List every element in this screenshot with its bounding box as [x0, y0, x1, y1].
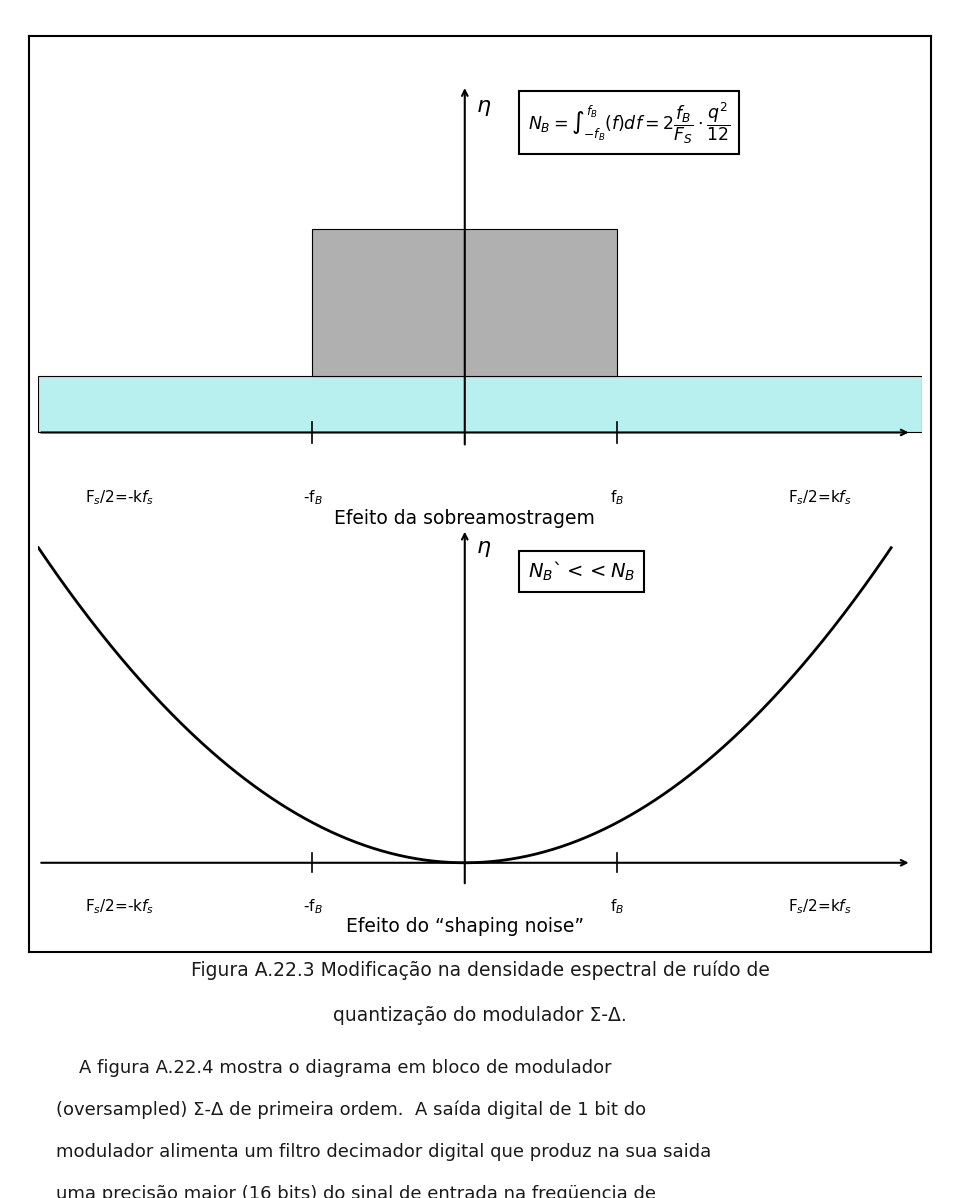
Text: modulador alimenta um filtro decimador digital que produz na sua saida: modulador alimenta um filtro decimador d…: [56, 1143, 711, 1161]
Text: F$_s$/2=k$f_s$: F$_s$/2=k$f_s$: [788, 489, 852, 507]
Text: f$_B$: f$_B$: [610, 489, 624, 507]
Text: $N_B = \int_{-f_B}^{f_B}(f)df = 2\dfrac{f_B}{F_S} \cdot \dfrac{q^2}{12}$: $N_B = \int_{-f_B}^{f_B}(f)df = 2\dfrac{…: [528, 101, 730, 146]
Text: $N_B$`$<<N_B$: $N_B$`$<<N_B$: [528, 559, 635, 583]
Bar: [313, 229, 617, 376]
Text: Efeito da sobreamostragem: Efeito da sobreamostragem: [334, 509, 595, 528]
Text: uma precisão maior (16 bits) do sinal de entrada na freqüencia de: uma precisão maior (16 bits) do sinal de…: [56, 1185, 656, 1198]
Text: η: η: [477, 537, 492, 557]
Text: (oversampled) Σ-Δ de primeira ordem.  A saída digital de 1 bit do: (oversampled) Σ-Δ de primeira ordem. A s…: [56, 1101, 646, 1119]
Text: Figura A.22.3 Modificação na densidade espectral de ruído de: Figura A.22.3 Modificação na densidade e…: [191, 961, 769, 980]
Text: Efeito do “shaping noise”: Efeito do “shaping noise”: [346, 918, 584, 936]
Text: η: η: [477, 96, 492, 115]
Text: -f$_B$: -f$_B$: [302, 897, 323, 915]
Text: F$_s$/2=-k$f_s$: F$_s$/2=-k$f_s$: [85, 489, 155, 507]
Text: A figura A.22.4 mostra o diagrama em bloco de modulador: A figura A.22.4 mostra o diagrama em blo…: [56, 1059, 612, 1077]
Bar: [38, 376, 922, 432]
Text: F$_s$/2=k$f_s$: F$_s$/2=k$f_s$: [788, 897, 852, 915]
Text: quantização do modulador Σ-Δ.: quantização do modulador Σ-Δ.: [333, 1006, 627, 1025]
Text: f$_B$: f$_B$: [610, 897, 624, 915]
Text: F$_s$/2=-k$f_s$: F$_s$/2=-k$f_s$: [85, 897, 155, 915]
Text: -f$_B$: -f$_B$: [302, 489, 323, 507]
